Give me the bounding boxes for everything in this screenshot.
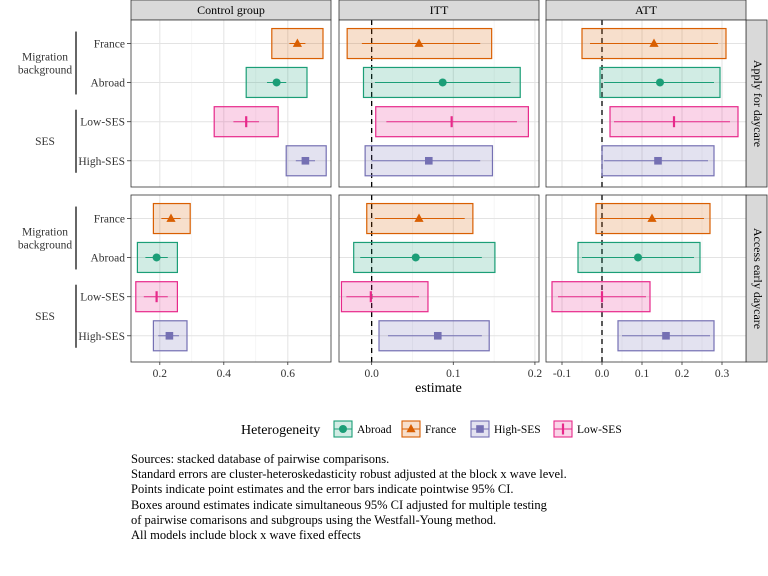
y-category-label: High-SES (78, 156, 125, 168)
group-label: background (18, 240, 73, 252)
point-estimate (292, 38, 302, 47)
y-category-label: Low-SES (80, 117, 125, 129)
x-tick-label: 0.4 (217, 368, 232, 380)
point-estimate (414, 213, 424, 222)
panel-background (131, 20, 331, 187)
point-estimate (272, 78, 281, 87)
legend-key-marker (339, 425, 347, 433)
x-tick-label: 0.2 (675, 368, 690, 380)
caption-line: of pairwise comarisons and subgroups usi… (131, 512, 497, 527)
y-category-label: Abroad (91, 77, 126, 89)
caption-line: Points indicate point estimates and the … (131, 482, 514, 497)
x-tick-label: 0.6 (281, 368, 296, 380)
point-estimate (165, 331, 174, 340)
x-tick-label: -0.1 (553, 368, 571, 380)
panel-border (545, 19, 747, 188)
x-axis-title: estimate (415, 381, 462, 396)
legend-key-marker (476, 425, 484, 433)
y-category-label: France (94, 39, 125, 51)
caption-line: Boxes around estimates indicate simultan… (131, 497, 547, 512)
y-category-label: High-SES (78, 331, 125, 343)
point-estimate (647, 213, 657, 222)
panel-background (546, 20, 746, 187)
point-estimate (649, 38, 659, 47)
x-tick-label: 0.2 (528, 368, 543, 380)
column-strip-label: Control group (197, 3, 265, 17)
panel-background (546, 195, 746, 362)
legend-title: Heterogeneity (241, 423, 320, 438)
group-label: SES (35, 311, 55, 323)
column-strip-label: ATT (635, 3, 658, 17)
x-tick-label: 0.3 (715, 368, 730, 380)
legend-key-marker (406, 424, 416, 433)
point-estimate (424, 156, 433, 165)
panel-border (130, 19, 332, 188)
row-strip-label: Apply for daycare (751, 60, 765, 147)
panel-border (338, 19, 540, 188)
panel-border (545, 194, 747, 363)
caption: Sources: stacked database of pairwise co… (131, 452, 567, 543)
point-estimate (438, 78, 447, 87)
point-estimate (414, 38, 424, 47)
group-label: Migration (22, 227, 68, 239)
y-category-label: Abroad (91, 252, 126, 264)
point-estimate (634, 253, 642, 262)
caption-line: Sources: stacked database of pairwise co… (131, 452, 390, 466)
group-label: Migration (22, 52, 68, 64)
point-estimate (411, 253, 420, 262)
point-estimate (662, 331, 670, 340)
panel-background (131, 195, 331, 362)
point-estimate (301, 156, 310, 165)
x-tick-label: 0.1 (635, 368, 650, 380)
column-strip-label: ITT (430, 3, 449, 17)
point-estimate (433, 331, 442, 340)
simultaneous-ci-box (271, 27, 324, 60)
point-estimate (656, 78, 664, 87)
point-estimate (166, 213, 176, 222)
panel-border (338, 194, 540, 363)
panel-background (339, 20, 539, 187)
caption-line: Standard errors are cluster-heteroskedas… (131, 467, 567, 482)
point-estimate (152, 253, 161, 262)
point-estimate (654, 156, 662, 165)
group-label: SES (35, 136, 55, 148)
x-tick-label: 0.0 (595, 368, 610, 380)
row-strip-label: Access early daycare (751, 228, 765, 329)
group-label: background (18, 65, 73, 77)
x-tick-label: 0.1 (446, 368, 461, 380)
y-category-label: Low-SES (80, 292, 125, 304)
legend-label: Abroad (357, 424, 392, 436)
panel-border (130, 194, 332, 363)
legend-label: France (425, 424, 456, 436)
caption-line: All models include block x wave fixed ef… (131, 528, 361, 543)
y-category-label: France (94, 214, 125, 226)
legend-label: High-SES (494, 424, 541, 436)
x-tick-label: 0.2 (153, 368, 168, 380)
legend-label: Low-SES (577, 424, 622, 436)
x-tick-label: 0.0 (364, 368, 379, 380)
